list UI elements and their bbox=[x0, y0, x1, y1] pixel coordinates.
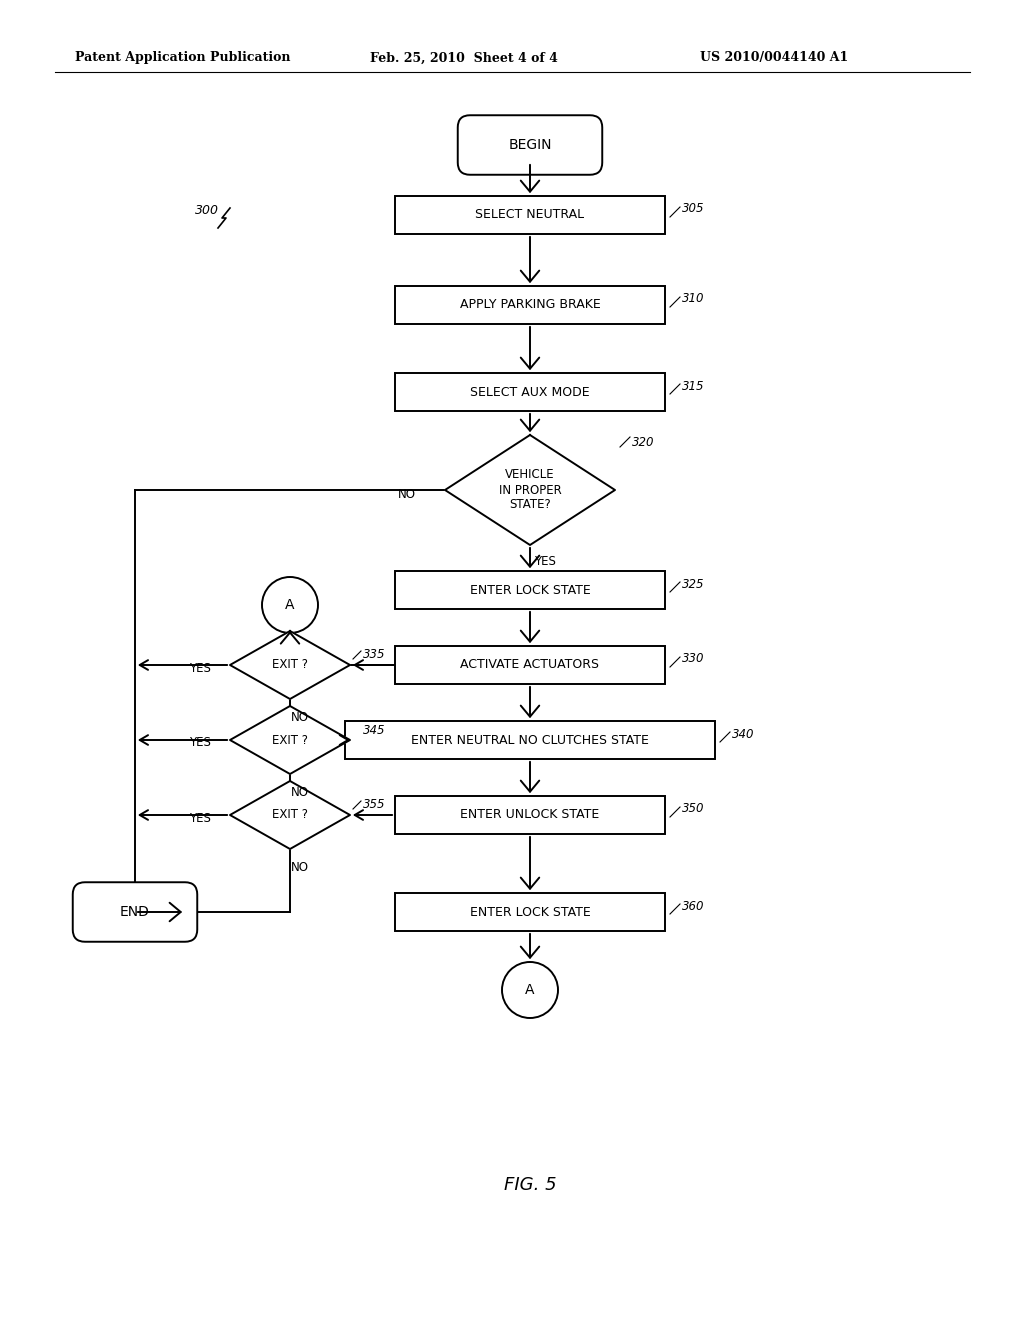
Text: YES: YES bbox=[189, 737, 211, 750]
Bar bbox=[395, 195, 665, 234]
Text: FIG. 5: FIG. 5 bbox=[504, 1176, 556, 1195]
Text: VEHICLE
IN PROPER
STATE?: VEHICLE IN PROPER STATE? bbox=[499, 469, 561, 511]
Text: 300: 300 bbox=[195, 203, 219, 216]
Text: ENTER UNLOCK STATE: ENTER UNLOCK STATE bbox=[461, 808, 600, 821]
Circle shape bbox=[262, 577, 318, 634]
Text: YES: YES bbox=[535, 554, 556, 568]
Bar bbox=[395, 374, 665, 411]
Text: APPLY PARKING BRAKE: APPLY PARKING BRAKE bbox=[460, 298, 600, 312]
Circle shape bbox=[502, 962, 558, 1018]
Text: 360: 360 bbox=[682, 899, 705, 912]
Text: ENTER LOCK STATE: ENTER LOCK STATE bbox=[470, 906, 591, 919]
Text: 320: 320 bbox=[632, 437, 654, 450]
Text: YES: YES bbox=[189, 661, 211, 675]
Text: A: A bbox=[525, 983, 535, 997]
Text: EXIT ?: EXIT ? bbox=[272, 808, 308, 821]
Text: EXIT ?: EXIT ? bbox=[272, 659, 308, 672]
Bar bbox=[395, 286, 665, 323]
Bar bbox=[345, 721, 715, 759]
Bar bbox=[395, 894, 665, 931]
Text: EXIT ?: EXIT ? bbox=[272, 734, 308, 747]
Text: 345: 345 bbox=[362, 723, 385, 737]
Text: ENTER LOCK STATE: ENTER LOCK STATE bbox=[470, 583, 591, 597]
Text: 350: 350 bbox=[682, 803, 705, 816]
Text: SELECT NEUTRAL: SELECT NEUTRAL bbox=[475, 209, 585, 222]
Text: NO: NO bbox=[291, 711, 309, 723]
Polygon shape bbox=[230, 706, 350, 774]
Text: 340: 340 bbox=[732, 727, 755, 741]
Text: NO: NO bbox=[291, 861, 309, 874]
Bar bbox=[395, 572, 665, 609]
Text: 315: 315 bbox=[682, 380, 705, 392]
Polygon shape bbox=[230, 631, 350, 700]
Text: BEGIN: BEGIN bbox=[508, 139, 552, 152]
Text: 335: 335 bbox=[362, 648, 385, 661]
Polygon shape bbox=[445, 436, 615, 545]
FancyBboxPatch shape bbox=[73, 882, 198, 941]
Text: ENTER NEUTRAL NO CLUTCHES STATE: ENTER NEUTRAL NO CLUTCHES STATE bbox=[411, 734, 649, 747]
Text: A: A bbox=[286, 598, 295, 612]
Text: NO: NO bbox=[291, 785, 309, 799]
Text: Patent Application Publication: Patent Application Publication bbox=[75, 51, 291, 65]
Bar bbox=[395, 796, 665, 834]
Text: ACTIVATE ACTUATORS: ACTIVATE ACTUATORS bbox=[461, 659, 599, 672]
FancyBboxPatch shape bbox=[458, 115, 602, 174]
Text: 325: 325 bbox=[682, 578, 705, 590]
Text: 310: 310 bbox=[682, 293, 705, 305]
Text: 330: 330 bbox=[682, 652, 705, 665]
Text: Feb. 25, 2010  Sheet 4 of 4: Feb. 25, 2010 Sheet 4 of 4 bbox=[370, 51, 558, 65]
Text: 305: 305 bbox=[682, 202, 705, 215]
Polygon shape bbox=[230, 781, 350, 849]
Text: 355: 355 bbox=[362, 799, 385, 812]
Bar bbox=[395, 645, 665, 684]
Text: SELECT AUX MODE: SELECT AUX MODE bbox=[470, 385, 590, 399]
Text: US 2010/0044140 A1: US 2010/0044140 A1 bbox=[700, 51, 848, 65]
Text: YES: YES bbox=[189, 812, 211, 825]
Text: END: END bbox=[120, 906, 150, 919]
Text: NO: NO bbox=[398, 488, 416, 502]
